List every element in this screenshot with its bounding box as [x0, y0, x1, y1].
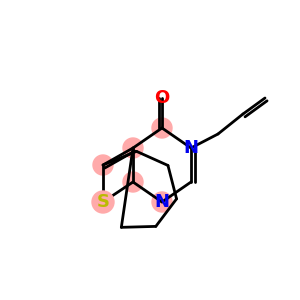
Circle shape: [92, 191, 114, 213]
Circle shape: [152, 118, 172, 138]
Circle shape: [123, 172, 143, 192]
Circle shape: [152, 192, 172, 212]
Text: O: O: [154, 89, 169, 107]
Circle shape: [123, 138, 143, 158]
Circle shape: [93, 155, 113, 175]
Text: S: S: [97, 193, 110, 211]
Circle shape: [93, 192, 113, 212]
Text: N: N: [154, 193, 169, 211]
Text: N: N: [184, 139, 199, 157]
